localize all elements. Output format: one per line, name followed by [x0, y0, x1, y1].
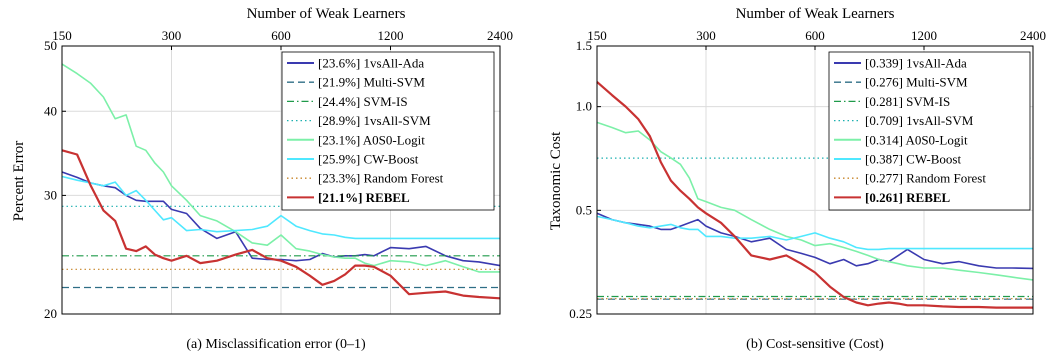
series-line-cw-boost	[596, 215, 1033, 251]
y-axis-title-a: Percent Error	[11, 141, 27, 221]
legend-label: [0.276] Multi-SVM	[865, 75, 968, 90]
legend: [23.6%] 1vsAll-Ada [21.9%] Multi-SVM [24.4…	[281, 51, 495, 211]
y-tick-label: 1.5	[576, 38, 592, 53]
y-tick-label: 40	[44, 103, 57, 118]
x-tick-label: 150	[587, 28, 607, 43]
chart-panel-a: Number of Weak Learners Percent Error (a…	[11, 6, 513, 352]
x-tick-label: 600	[805, 28, 825, 43]
series-line-a0s0-logit	[596, 121, 1034, 281]
x-tick-label: 2400	[1020, 28, 1046, 43]
legend-label: [0.314] A0S0-Logit	[865, 132, 968, 147]
x-axis-title-b: Number of Weak Learners	[736, 6, 895, 22]
y-tick-label: 1.0	[576, 99, 592, 114]
series-line-cw-boost	[61, 175, 500, 240]
series-line-1vsall-ada	[596, 212, 1034, 270]
legend-label: [21.1%] REBEL	[318, 190, 410, 205]
legend-label: [23.1%] A0S0-Logit	[318, 132, 425, 147]
y-tick-label: 30	[44, 187, 57, 202]
legend-box	[828, 51, 1031, 211]
x-tick-label: 600	[271, 28, 291, 43]
x-tick-label: 1200	[911, 28, 937, 43]
series-line-1vsall-ada	[61, 171, 501, 267]
x-tick-label: 300	[162, 28, 182, 43]
series-line-a0s0-logit	[61, 63, 500, 273]
legend-label: [0.709] 1vsAll-SVM	[865, 113, 974, 128]
legend-label: [0.387] CW-Boost	[865, 152, 961, 167]
legend-box	[281, 51, 495, 211]
legend-label: [23.3%] Random Forest	[318, 171, 444, 186]
legend-label: [0.277] Random Forest	[865, 171, 986, 186]
legend-label: [23.6%] 1vsAll-Ada	[318, 56, 424, 71]
legend-label: [0.339] 1vsAll-Ada	[865, 56, 967, 71]
x-axis-title-a: Number of Weak Learners	[247, 6, 406, 22]
y-axis-title-b: Taxonomic Cost	[548, 131, 564, 230]
chart-panel-b: Number of Weak Learners Taxonomic Cost (…	[548, 6, 1046, 352]
series-line-rebel	[596, 81, 1033, 309]
y-tick-label: 0.5	[576, 202, 592, 217]
legend-label: [24.4%] SVM-IS	[318, 94, 408, 109]
y-tick-label: 20	[44, 306, 57, 321]
legend-label: [0.261] REBEL	[865, 190, 951, 205]
legend-label: [28.9%] 1vsAll-SVM	[318, 113, 431, 128]
x-tick-label: 1200	[378, 28, 404, 43]
caption-a: (a) Misclassification error (0–1)	[186, 337, 366, 352]
x-tick-label: 150	[52, 28, 72, 43]
x-tick-label: 2400	[487, 28, 513, 43]
legend-label: [25.9%] CW-Boost	[318, 152, 419, 167]
legend-label: [21.9%] Multi-SVM	[318, 75, 425, 90]
legend-label: [0.281] SVM-IS	[865, 94, 950, 109]
series-line-rebel	[61, 149, 501, 300]
legend: [0.339] 1vsAll-Ada [0.276] Multi-SVM [0.28…	[828, 51, 1031, 211]
y-tick-label: 0.25	[569, 306, 592, 321]
y-tick-label: 50	[44, 38, 57, 53]
x-tick-label: 300	[696, 28, 716, 43]
caption-b: (b) Cost-sensitive (Cost)	[746, 337, 884, 352]
